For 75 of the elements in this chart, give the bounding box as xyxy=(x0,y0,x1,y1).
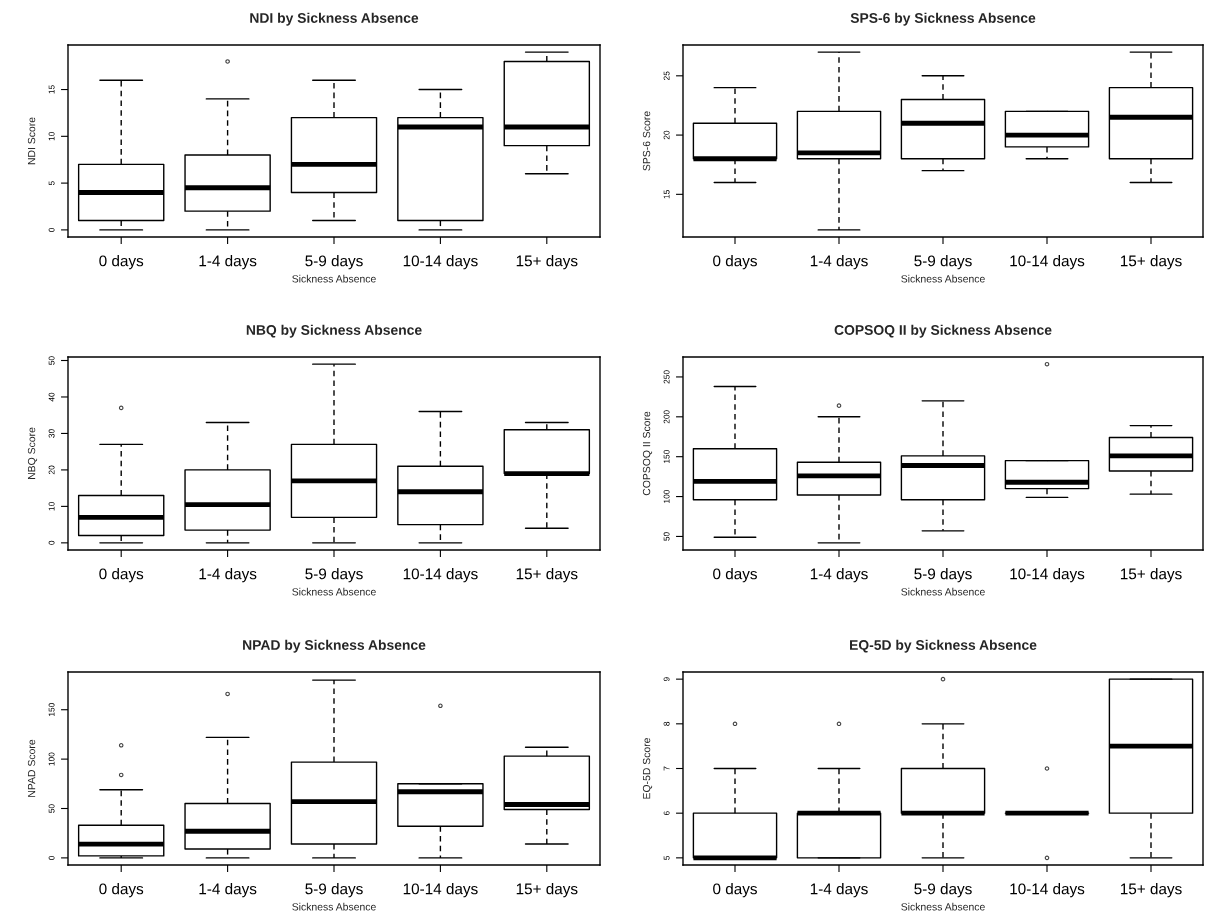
x-tick-label: 0 days xyxy=(99,568,144,583)
x-tick-label: 1-4 days xyxy=(810,883,868,898)
x-tick-label: 0 days xyxy=(99,255,144,270)
y-axis-title: SPS-6 Score xyxy=(642,111,651,171)
x-tick-label: 5-9 days xyxy=(305,255,363,270)
y-tick-label: 25 xyxy=(663,71,670,81)
chart-title: NDI by Sickness Absence xyxy=(250,12,419,26)
x-axis-title: Sickness Absence xyxy=(292,587,376,596)
x-tick-label: 10-14 days xyxy=(403,568,478,583)
y-tick-label: 7 xyxy=(663,766,670,771)
chart-title: NBQ by Sickness Absence xyxy=(246,324,422,338)
x-tick-label: 15+ days xyxy=(1120,568,1182,583)
y-tick-label: 15 xyxy=(48,85,55,94)
x-tick-label: 10-14 days xyxy=(1010,255,1085,270)
y-tick-label: 150 xyxy=(663,450,670,464)
y-tick-label: 100 xyxy=(48,752,55,766)
x-tick-label: 1-4 days xyxy=(199,255,257,270)
y-tick-label: 8 xyxy=(663,721,670,726)
y-tick-label: 10 xyxy=(48,132,55,141)
y-tick-label: 10 xyxy=(48,502,55,511)
x-tick-label: 10-14 days xyxy=(1010,568,1085,583)
y-tick-label: 50 xyxy=(663,532,670,541)
x-axis-title: Sickness Absence xyxy=(292,902,376,911)
x-tick-label: 10-14 days xyxy=(1010,883,1085,898)
y-tick-label: 0 xyxy=(48,855,55,860)
x-tick-label: 15+ days xyxy=(1120,883,1182,898)
x-axis-title: Sickness Absence xyxy=(901,274,985,283)
y-axis-title: NPAD Score xyxy=(27,739,36,797)
x-tick-label: 1-4 days xyxy=(199,568,257,583)
y-tick-label: 0 xyxy=(48,540,55,545)
chart-title: SPS-6 by Sickness Absence xyxy=(850,12,1036,26)
x-tick-label: 15+ days xyxy=(516,883,578,898)
y-tick-label: 15 xyxy=(663,190,670,199)
x-tick-label: 0 days xyxy=(713,255,757,270)
x-tick-label: 10-14 days xyxy=(403,255,478,270)
y-axis-title: COPSOQ II Score xyxy=(642,411,653,496)
x-tick-label: 5-9 days xyxy=(914,883,972,898)
y-tick-label: 5 xyxy=(663,855,670,860)
chart-title: NPAD by Sickness Absence xyxy=(243,639,426,653)
y-tick-label: 200 xyxy=(663,410,670,424)
x-tick-label: 15+ days xyxy=(516,255,578,270)
y-tick-label: 40 xyxy=(48,392,55,402)
x-tick-label: 0 days xyxy=(713,568,757,583)
y-tick-label: 30 xyxy=(48,429,55,438)
y-axis-title: EQ-5D Score xyxy=(642,737,653,799)
x-tick-label: 1-4 days xyxy=(810,255,868,270)
x-tick-label: 10-14 days xyxy=(403,883,478,898)
y-tick-label: 150 xyxy=(48,703,55,717)
x-tick-label: 5-9 days xyxy=(305,883,363,898)
y-tick-label: 250 xyxy=(663,370,670,384)
chart-title: COPSOQ II by Sickness Absence xyxy=(834,324,1052,338)
y-axis-title: NDI Score xyxy=(27,117,36,165)
x-tick-label: 5-9 days xyxy=(305,568,363,583)
x-tick-label: 1-4 days xyxy=(810,568,868,583)
x-tick-label: 0 days xyxy=(713,883,757,898)
x-axis-title: Sickness Absence xyxy=(901,587,985,596)
y-tick-label: 0 xyxy=(48,227,55,232)
y-tick-label: 50 xyxy=(48,804,55,813)
x-axis-title: Sickness Absence xyxy=(292,274,376,283)
y-tick-label: 6 xyxy=(663,811,670,816)
y-tick-label: 20 xyxy=(663,130,670,140)
y-tick-label: 20 xyxy=(48,465,55,475)
y-tick-label: 9 xyxy=(663,677,670,682)
x-tick-label: 1-4 days xyxy=(199,883,257,898)
x-tick-label: 15+ days xyxy=(1120,255,1182,270)
y-tick-label: 100 xyxy=(663,489,670,503)
x-tick-label: 5-9 days xyxy=(914,255,972,270)
x-axis-title: Sickness Absence xyxy=(901,902,985,911)
y-tick-label: 50 xyxy=(48,356,55,365)
y-tick-label: 5 xyxy=(48,181,55,186)
y-axis-title: NBQ Score xyxy=(27,427,38,479)
x-tick-label: 0 days xyxy=(99,883,144,898)
chart-title: EQ-5D by Sickness Absence xyxy=(850,639,1037,653)
x-tick-label: 15+ days xyxy=(516,568,578,583)
x-tick-label: 5-9 days xyxy=(914,568,972,583)
